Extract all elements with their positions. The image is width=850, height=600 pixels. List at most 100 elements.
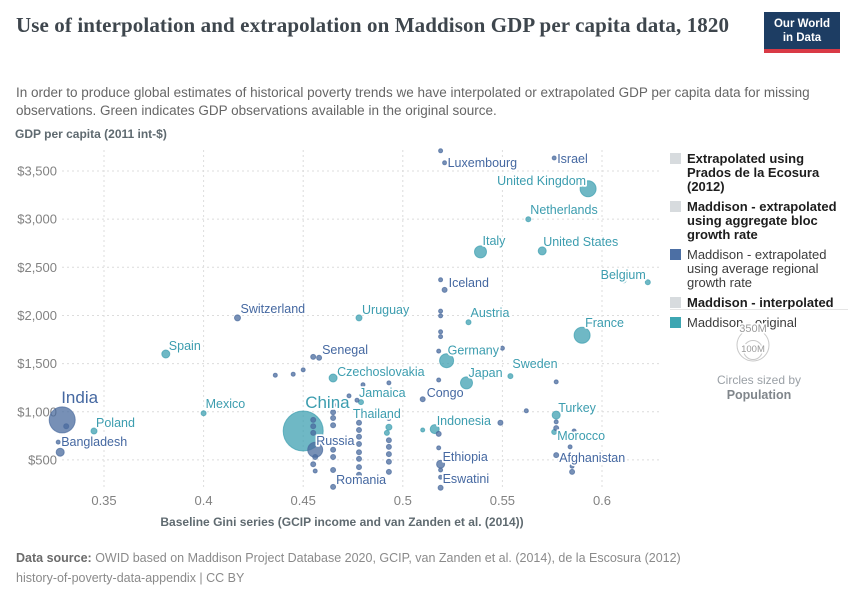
data-point-luxembourg[interactable] (442, 160, 448, 166)
data-point-sweden[interactable] (507, 373, 514, 380)
data-point[interactable] (385, 443, 392, 450)
data-point[interactable] (346, 393, 352, 399)
data-point[interactable] (497, 419, 504, 426)
data-point[interactable] (310, 353, 317, 360)
data-point[interactable] (438, 474, 444, 480)
legend-item-4[interactable]: Maddison - original (670, 316, 848, 330)
data-point[interactable] (436, 445, 442, 451)
data-point[interactable] (354, 397, 360, 403)
data-point-spain[interactable] (161, 349, 171, 359)
data-point-belgium[interactable] (644, 279, 651, 286)
data-point[interactable] (435, 430, 442, 437)
data-point[interactable] (312, 468, 318, 474)
data-point[interactable] (438, 334, 444, 340)
data-point-eswatini[interactable] (437, 484, 444, 491)
data-point-senegal[interactable] (316, 354, 323, 361)
data-point-turkey[interactable] (551, 410, 561, 420)
owid-logo[interactable]: Our World in Data (764, 12, 840, 53)
data-point[interactable] (356, 471, 362, 478)
data-point[interactable] (356, 464, 362, 471)
data-point[interactable] (330, 454, 337, 460)
data-point[interactable] (330, 467, 337, 473)
data-point[interactable] (523, 408, 529, 414)
data-point-netherlands[interactable] (525, 216, 532, 223)
data-point-united-states[interactable] (537, 246, 547, 256)
data-point-uruguay[interactable] (355, 314, 363, 322)
data-point-switzerland[interactable] (234, 314, 241, 322)
data-point[interactable] (330, 446, 337, 453)
data-point[interactable] (55, 439, 61, 445)
data-point[interactable] (436, 377, 442, 383)
data-point[interactable] (360, 382, 366, 388)
data-point[interactable] (569, 463, 575, 469)
data-point[interactable] (290, 371, 296, 377)
data-point-indonesia[interactable] (429, 424, 440, 435)
data-point[interactable] (356, 433, 362, 440)
data-point[interactable] (356, 449, 362, 456)
data-point[interactable] (63, 423, 70, 430)
data-point[interactable] (310, 461, 317, 468)
data-point-india[interactable] (48, 406, 76, 434)
data-point[interactable] (330, 422, 337, 429)
data-point-united-kingdom[interactable] (579, 180, 597, 198)
data-point[interactable] (420, 427, 426, 433)
appendix-link[interactable]: history-of-poverty-data-appendix (16, 571, 196, 585)
data-point[interactable] (438, 467, 444, 473)
data-point[interactable] (436, 348, 442, 354)
data-point[interactable] (569, 468, 576, 475)
data-point[interactable] (438, 313, 444, 319)
data-point-israel[interactable] (551, 155, 557, 161)
data-point[interactable] (330, 440, 337, 446)
data-point[interactable] (310, 429, 317, 436)
legend-item-0[interactable]: Extrapolated using Prados de la Ecosura … (670, 152, 848, 194)
data-point-iceland[interactable] (441, 286, 448, 293)
data-point[interactable] (356, 419, 362, 426)
data-point[interactable] (356, 455, 362, 462)
data-point[interactable] (385, 415, 392, 421)
legend-item-3[interactable]: Maddison - interpolated (670, 296, 848, 310)
data-point[interactable] (330, 409, 337, 416)
data-point[interactable] (310, 416, 317, 423)
data-point[interactable] (553, 425, 560, 432)
data-point-romania[interactable] (330, 483, 337, 490)
data-point[interactable] (438, 329, 444, 335)
data-point[interactable] (385, 451, 392, 458)
data-point[interactable] (330, 402, 337, 408)
data-point-czechoslovakia[interactable] (328, 373, 338, 383)
data-point-bangladesh[interactable] (55, 447, 65, 457)
data-point-france[interactable] (573, 326, 591, 344)
data-point[interactable] (356, 441, 362, 447)
data-point[interactable] (386, 380, 392, 386)
data-point-italy[interactable] (474, 245, 487, 259)
data-point[interactable] (356, 427, 362, 433)
data-point[interactable] (438, 277, 444, 283)
data-point-germany[interactable] (439, 353, 455, 369)
data-point[interactable] (385, 468, 392, 475)
data-point-japan[interactable] (460, 376, 473, 390)
data-point[interactable] (553, 419, 559, 425)
license-label[interactable]: CC BY (206, 571, 245, 585)
data-point-thailand[interactable] (385, 423, 393, 431)
data-point[interactable] (383, 429, 390, 436)
data-point-austria[interactable] (465, 319, 472, 326)
data-point[interactable] (312, 454, 319, 460)
data-point[interactable] (330, 415, 337, 421)
data-point-afghanistan[interactable] (553, 452, 560, 459)
legend-item-1[interactable]: Maddison - extrapolated using aggregate … (670, 200, 848, 242)
data-point[interactable] (272, 372, 278, 378)
data-point[interactable] (385, 437, 392, 444)
data-point[interactable] (499, 345, 505, 351)
data-point-congo[interactable] (419, 396, 426, 403)
data-point[interactable] (567, 444, 573, 450)
legend-item-2[interactable]: Maddison - extrapolated using average re… (670, 248, 848, 290)
data-point[interactable] (553, 379, 559, 385)
data-point[interactable] (621, 278, 627, 284)
data-point[interactable] (300, 367, 306, 373)
data-point-poland[interactable] (90, 427, 98, 435)
data-point[interactable] (438, 308, 444, 314)
data-point[interactable] (569, 457, 575, 463)
data-point[interactable] (438, 148, 444, 154)
data-point-mexico[interactable] (200, 410, 207, 417)
data-point[interactable] (385, 458, 392, 465)
data-point[interactable] (310, 423, 317, 430)
